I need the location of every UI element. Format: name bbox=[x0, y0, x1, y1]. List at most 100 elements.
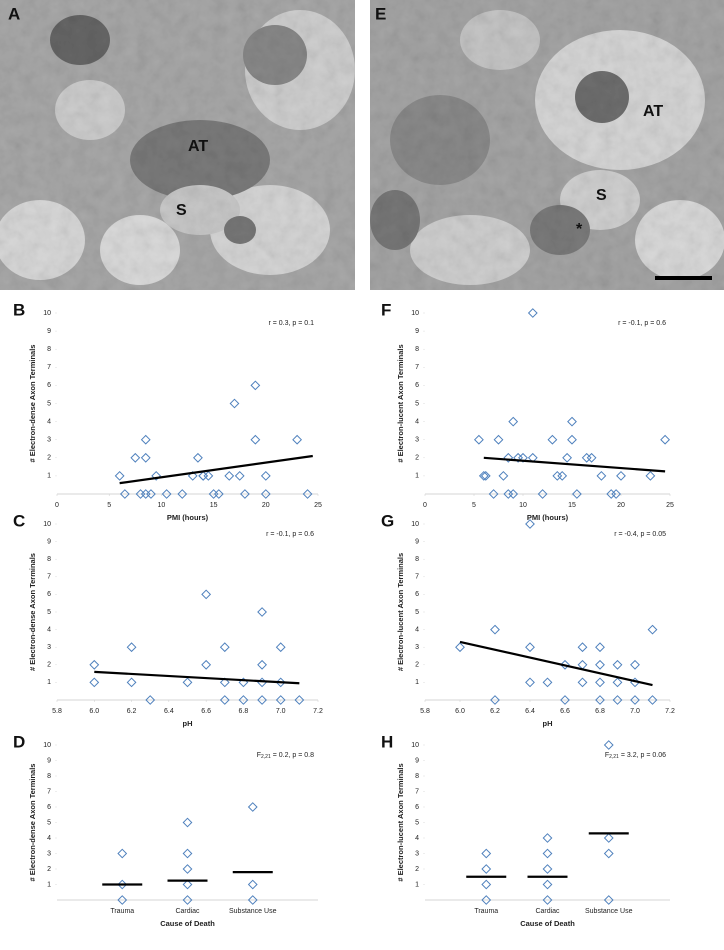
panel-label: F bbox=[381, 300, 391, 319]
data-point bbox=[117, 879, 128, 890]
data-point bbox=[508, 489, 519, 499]
data-point bbox=[250, 380, 261, 391]
data-point bbox=[647, 624, 658, 635]
x-axis-label: PMI (hours) bbox=[527, 513, 569, 522]
data-point bbox=[177, 489, 188, 499]
y-tick-label: 4 bbox=[47, 418, 51, 425]
x-tick-label: 6.0 bbox=[455, 708, 465, 715]
y-tick-label: 9 bbox=[47, 538, 51, 545]
data-point bbox=[571, 489, 582, 499]
x-tick-label: 6.6 bbox=[201, 708, 211, 715]
y-tick-label: 10 bbox=[411, 742, 419, 749]
y-tick-label: 1 bbox=[47, 679, 51, 686]
data-point bbox=[481, 848, 492, 859]
data-point bbox=[201, 659, 212, 670]
x-tick-label: 6.2 bbox=[127, 708, 137, 715]
y-tick-label: 8 bbox=[415, 556, 419, 563]
y-tick-label: 2 bbox=[47, 455, 51, 462]
data-point bbox=[187, 470, 198, 481]
data-point bbox=[224, 470, 235, 481]
annotation: r = -0.1, p = 0.6 bbox=[266, 531, 314, 538]
y-tick-label: 7 bbox=[47, 364, 51, 371]
data-point bbox=[603, 833, 614, 843]
y-tick-label: 5 bbox=[47, 400, 51, 407]
data-point bbox=[537, 489, 548, 499]
x-axis-label: pH bbox=[543, 719, 553, 728]
data-point bbox=[182, 879, 193, 890]
y-tick-label: 1 bbox=[47, 473, 51, 480]
x-axis-label: Cause of Death bbox=[520, 919, 575, 928]
y-axis-label: # Electron-dense Axon Terminals bbox=[28, 764, 37, 882]
x-tick-label: 15 bbox=[210, 502, 218, 509]
data-point bbox=[89, 677, 100, 688]
y-tick-label: 1 bbox=[415, 473, 419, 480]
x-tick-label: 10 bbox=[519, 502, 527, 509]
data-point bbox=[603, 740, 614, 750]
x-tick-label: 20 bbox=[262, 502, 270, 509]
data-point bbox=[161, 489, 172, 499]
data-point bbox=[542, 864, 553, 874]
image-label: AT bbox=[188, 138, 208, 155]
data-point bbox=[557, 470, 568, 481]
data-point bbox=[616, 470, 626, 481]
data-point bbox=[547, 434, 558, 445]
data-point bbox=[257, 659, 267, 670]
y-tick-label: 3 bbox=[47, 850, 51, 857]
y-tick-label: 1 bbox=[415, 881, 419, 888]
data-point bbox=[145, 695, 156, 705]
x-tick-label: 0 bbox=[55, 502, 59, 509]
annotation: r = 0.3, p = 0.1 bbox=[268, 320, 314, 327]
data-point bbox=[577, 677, 588, 688]
y-tick-label: 3 bbox=[47, 644, 51, 651]
panel-label: A bbox=[8, 4, 20, 23]
trend-line bbox=[119, 454, 313, 485]
x-tick-label: 5 bbox=[472, 502, 476, 509]
data-point bbox=[525, 519, 535, 529]
panel-label: H bbox=[381, 732, 393, 751]
image-label: * bbox=[576, 221, 583, 238]
data-point bbox=[219, 642, 230, 653]
data-point bbox=[525, 677, 535, 688]
data-point bbox=[611, 489, 622, 499]
data-point bbox=[247, 895, 258, 905]
y-tick-label: 1 bbox=[415, 679, 419, 686]
data-point bbox=[182, 895, 193, 905]
data-point bbox=[275, 695, 286, 705]
y-tick-label: 8 bbox=[47, 773, 51, 780]
chart: C # Electron-dense Axon Terminals pH 1 2 3 4 5 6… bbox=[13, 511, 323, 728]
x-tick-label: Cardiac bbox=[535, 908, 560, 915]
data-point bbox=[647, 695, 658, 705]
data-point bbox=[473, 434, 484, 445]
y-tick-label: 9 bbox=[47, 757, 51, 764]
panel-label: C bbox=[13, 511, 25, 530]
x-tick-label: 25 bbox=[666, 502, 674, 509]
x-tick-label: 6.2 bbox=[490, 708, 500, 715]
micrograph-a: A AT S bbox=[0, 0, 355, 290]
data-point bbox=[603, 848, 614, 859]
x-tick-label: 0 bbox=[423, 502, 427, 509]
data-point bbox=[240, 489, 250, 499]
y-tick-label: 4 bbox=[47, 835, 51, 842]
data-point bbox=[130, 452, 141, 463]
data-point bbox=[490, 624, 500, 635]
y-tick-label: 7 bbox=[415, 788, 419, 795]
data-point bbox=[567, 434, 577, 445]
data-point bbox=[182, 677, 193, 688]
data-point bbox=[595, 659, 605, 670]
data-point bbox=[481, 879, 492, 890]
x-tick-label: 6.8 bbox=[239, 708, 249, 715]
y-tick-label: 6 bbox=[47, 591, 51, 598]
data-point bbox=[219, 695, 230, 705]
data-point bbox=[481, 895, 492, 905]
data-point bbox=[542, 848, 553, 859]
data-point bbox=[213, 489, 224, 499]
data-point bbox=[481, 864, 492, 874]
x-tick-label: 6.4 bbox=[525, 708, 535, 715]
data-point bbox=[140, 434, 151, 445]
x-tick-label: 5.8 bbox=[420, 708, 430, 715]
y-tick-label: 5 bbox=[415, 609, 419, 616]
data-point bbox=[198, 470, 209, 481]
data-point bbox=[182, 848, 193, 859]
data-point bbox=[294, 695, 305, 705]
y-tick-label: 2 bbox=[47, 662, 51, 669]
